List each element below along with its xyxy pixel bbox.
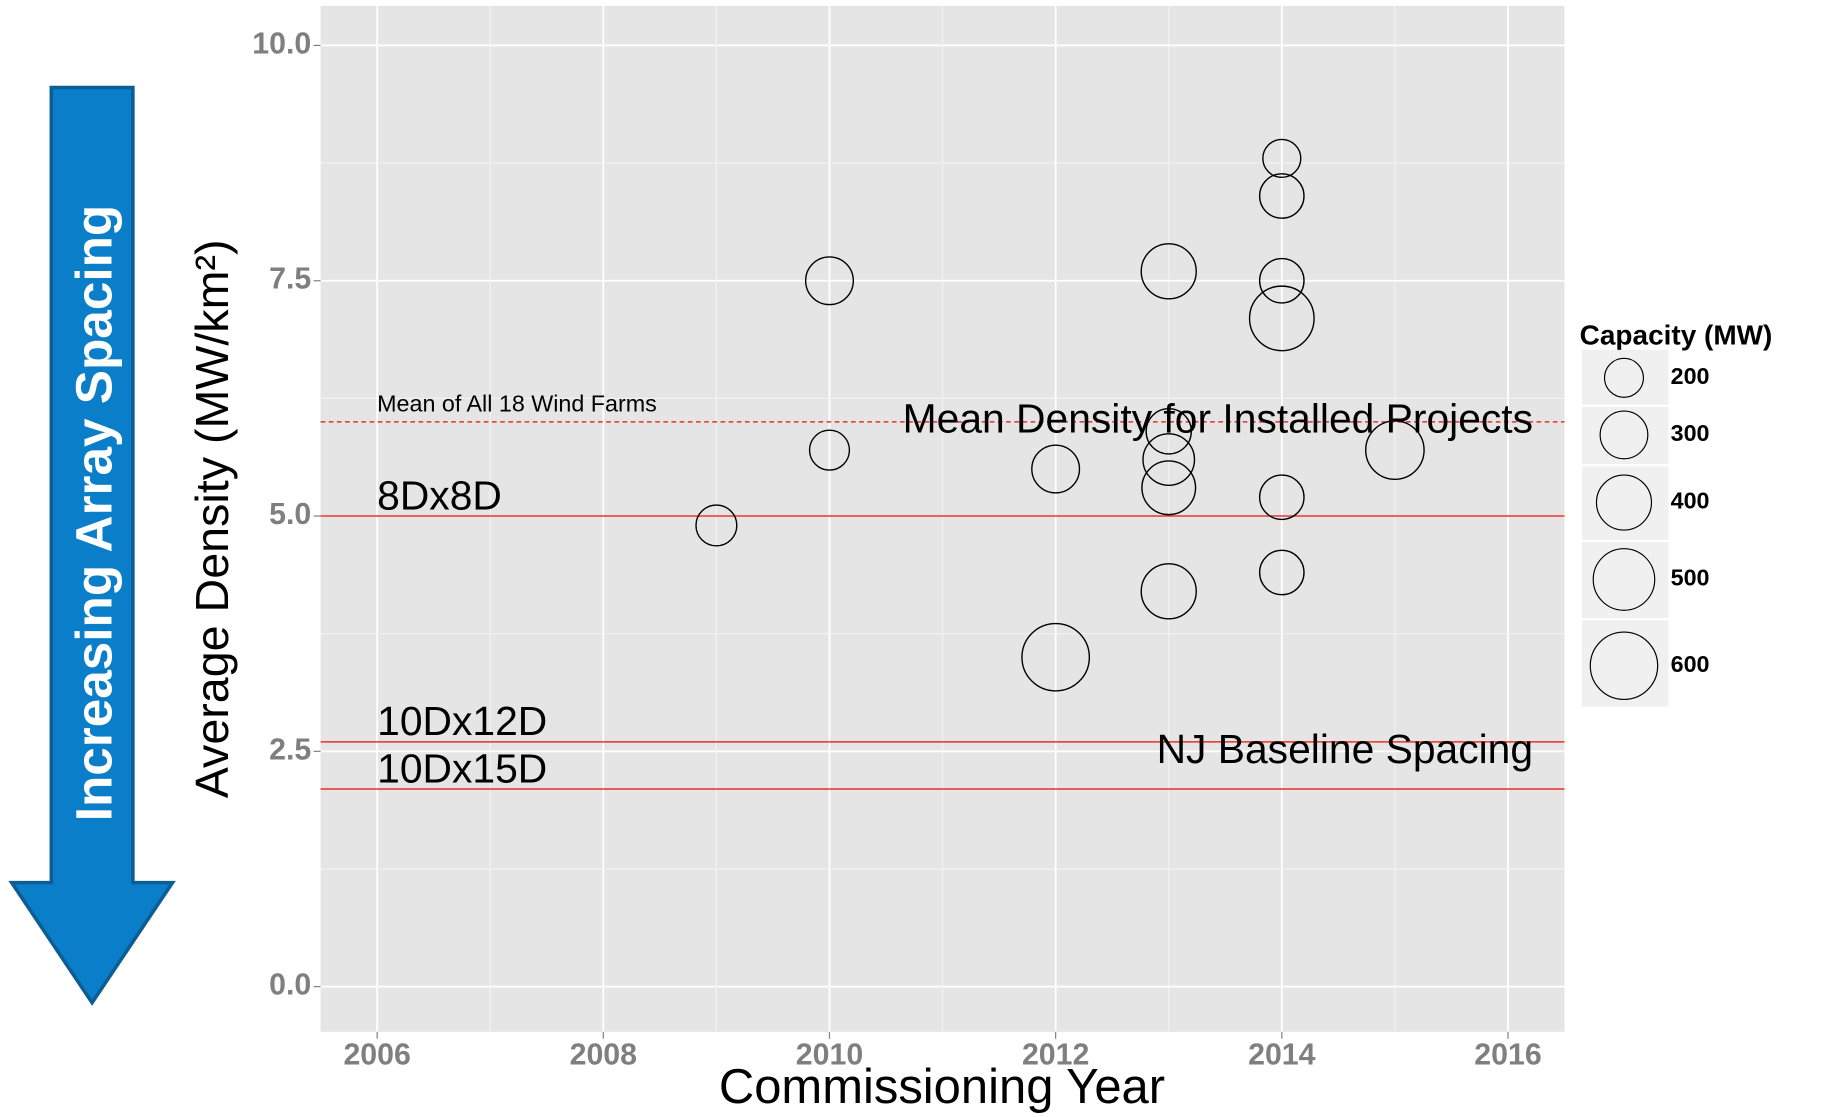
legend-label: 300 bbox=[1671, 420, 1710, 446]
legend-title: Capacity (MW) bbox=[1580, 319, 1773, 350]
y-tick-label: 5.0 bbox=[269, 498, 311, 531]
legend-key bbox=[1589, 631, 1659, 701]
legend-key bbox=[1592, 548, 1656, 611]
reference-label: Mean Density for Installed Projects bbox=[903, 396, 1533, 442]
reference-label: 10Dx12D bbox=[377, 698, 547, 744]
x-tick-label: 2016 bbox=[1474, 1038, 1541, 1071]
bubble bbox=[1258, 173, 1305, 219]
y-tick-label: 0.0 bbox=[269, 969, 311, 1002]
bubble bbox=[1141, 460, 1197, 516]
bubble bbox=[1365, 420, 1425, 481]
legend-label: 200 bbox=[1671, 363, 1710, 389]
spacing-arrow bbox=[8, 85, 176, 1006]
legend-label: 500 bbox=[1671, 565, 1710, 591]
legend-key bbox=[1595, 474, 1653, 531]
x-tick-label: 2014 bbox=[1248, 1038, 1316, 1071]
bubble bbox=[1140, 243, 1197, 300]
bubble bbox=[1142, 433, 1196, 487]
y-axis-label: Average Density (MW/km²) bbox=[186, 239, 238, 798]
x-tick-label: 2010 bbox=[796, 1038, 863, 1071]
y-tick-label: 2.5 bbox=[269, 733, 311, 766]
y-tick-label: 7.5 bbox=[269, 263, 311, 296]
legend: 200 300 400 500 600 bbox=[1582, 349, 1710, 707]
reference-label: 8Dx8D bbox=[377, 472, 502, 518]
legend-key bbox=[1603, 357, 1645, 398]
arrow-label: Increasing Array Spacing bbox=[65, 205, 122, 822]
x-axis-label: Commissioning Year bbox=[719, 1060, 1165, 1114]
bubble bbox=[1258, 474, 1305, 521]
bubble bbox=[808, 429, 851, 471]
bubble bbox=[1021, 622, 1091, 692]
bubble bbox=[1145, 408, 1193, 455]
bubble bbox=[1262, 138, 1302, 179]
bubble bbox=[1140, 563, 1197, 620]
plot: Mean of All 18 Wind Farms Mean Density fo… bbox=[320, 138, 1565, 791]
x-tick-label: 2012 bbox=[1022, 1038, 1089, 1071]
legend-label: 600 bbox=[1671, 651, 1710, 677]
x-tick-label: 2008 bbox=[570, 1038, 637, 1071]
reference-label: NJ Baseline Spacing bbox=[1157, 726, 1533, 772]
x-tick-label: 2006 bbox=[343, 1038, 410, 1071]
bubble bbox=[1258, 257, 1305, 304]
legend-key bbox=[1599, 410, 1649, 460]
legend-label: 400 bbox=[1671, 488, 1710, 514]
bubble bbox=[1248, 285, 1315, 352]
bubble bbox=[804, 256, 855, 306]
bubble bbox=[695, 504, 738, 547]
bubble bbox=[1031, 444, 1081, 494]
reference-label: Mean of All 18 Wind Farms bbox=[377, 391, 657, 417]
reference-label: 10Dx15D bbox=[377, 745, 547, 791]
y-tick-label: 10.0 bbox=[252, 27, 311, 60]
bubble bbox=[1258, 549, 1305, 596]
